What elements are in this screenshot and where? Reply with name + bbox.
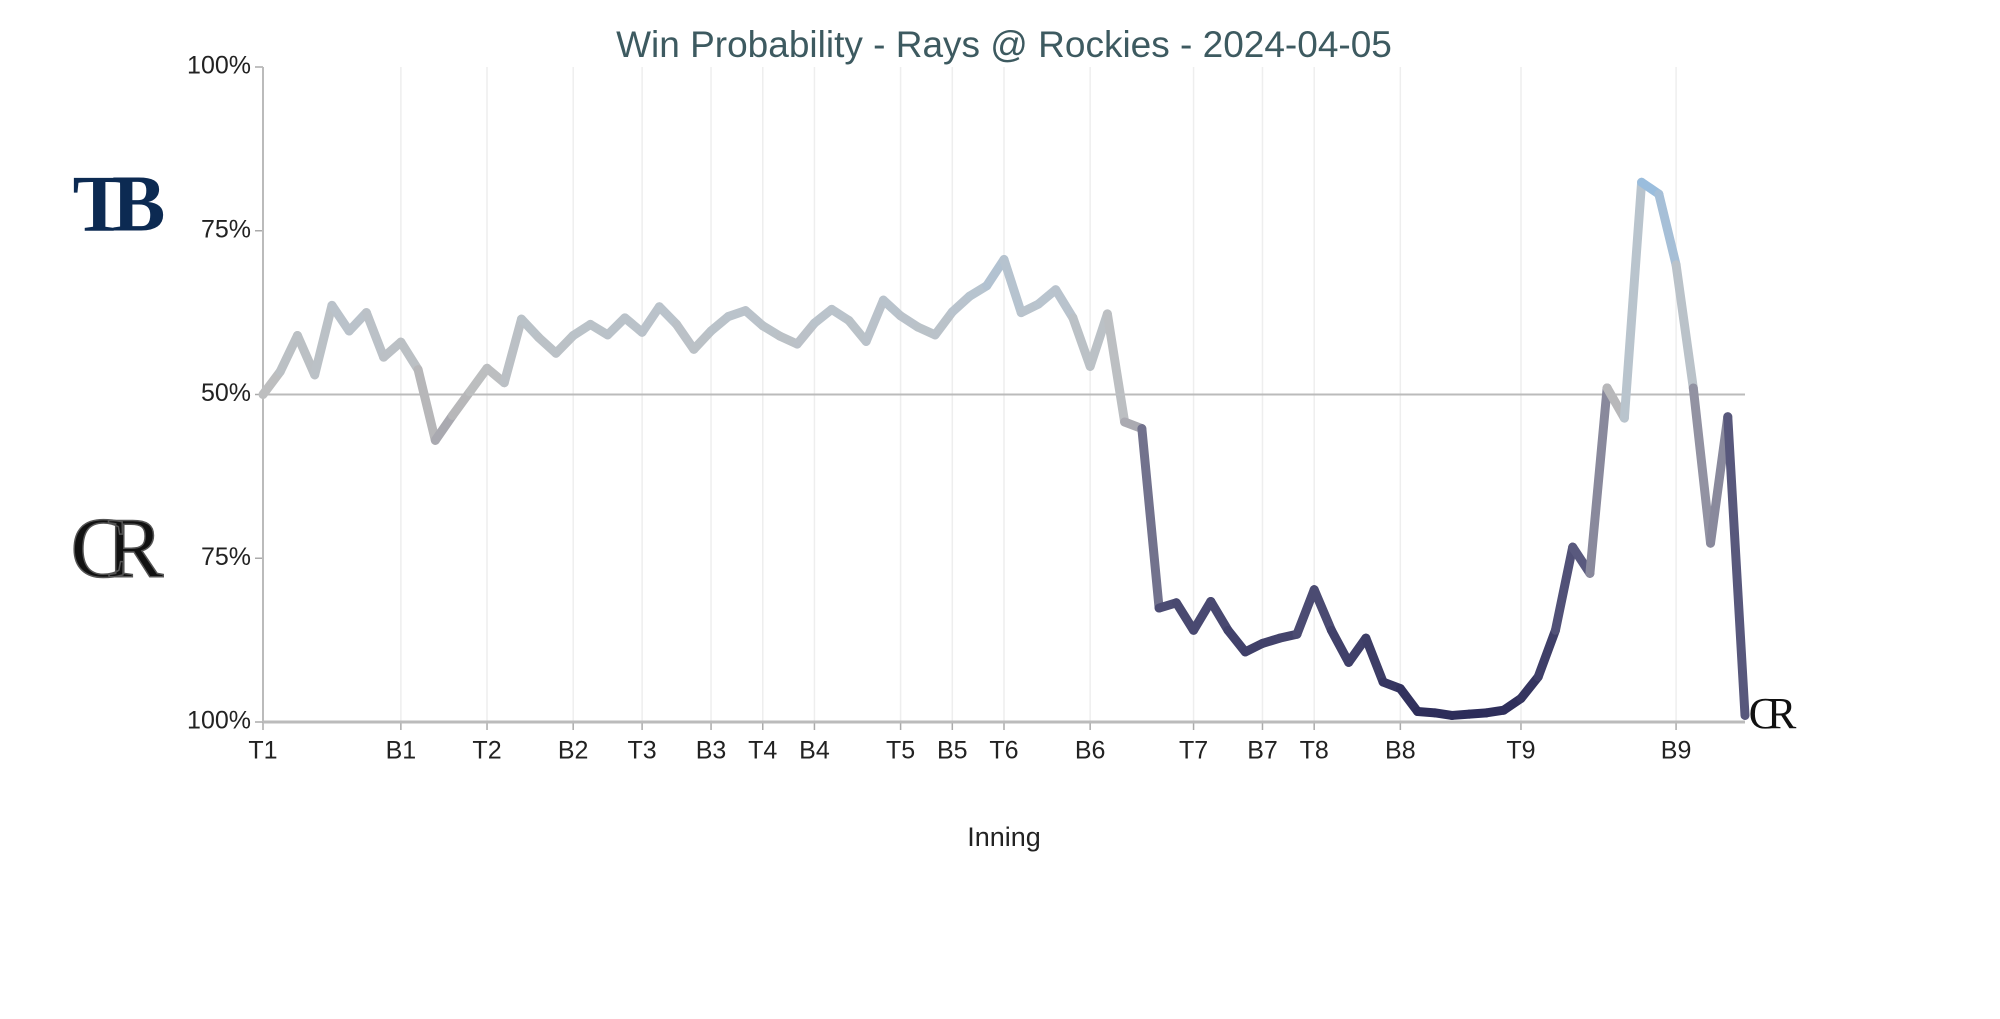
line-segment (1206, 596, 1233, 635)
x-tick-label: B7 (1247, 737, 1278, 765)
x-tick-label: T6 (989, 737, 1018, 765)
line-segment (1051, 285, 1078, 323)
line-segment (1550, 542, 1578, 635)
y-tick-label: 100% (187, 707, 251, 735)
line-segment (999, 255, 1026, 318)
x-tick-label: B9 (1661, 737, 1692, 765)
line-segment (672, 319, 699, 354)
line-segment (637, 302, 664, 337)
line-segment (861, 295, 888, 346)
x-tick-label: T9 (1506, 737, 1535, 765)
line-segment (1292, 585, 1319, 639)
x-tick-label: T2 (472, 737, 501, 765)
line-segment (1654, 189, 1681, 270)
x-tick-label: T1 (248, 737, 277, 765)
x-tick-label: B1 (386, 737, 417, 765)
logo: TB (73, 160, 164, 248)
line-segment (430, 410, 458, 445)
x-axis-label: Inning (967, 822, 1041, 852)
line-segment (1671, 260, 1698, 393)
x-tick-label: B2 (558, 737, 589, 765)
line-segment (1516, 672, 1543, 703)
y-tick-label: 100% (187, 52, 251, 80)
end-logo: CR (1749, 689, 1797, 738)
line-segment (361, 308, 389, 362)
line-segment (413, 365, 440, 445)
line-segment (1171, 598, 1199, 635)
line-segment (1068, 313, 1095, 371)
line-segment (275, 331, 302, 377)
line-segment (310, 300, 337, 380)
y-tick-label: 75% (201, 215, 251, 243)
line-segment (1223, 625, 1250, 657)
line-segment (1688, 383, 1716, 548)
line-segment (930, 307, 957, 340)
line-segment (499, 314, 526, 388)
x-tick-label: T5 (886, 737, 915, 765)
line-segment (465, 363, 492, 397)
line-segment (1723, 412, 1750, 720)
line-segment (1361, 633, 1388, 687)
line-segment (792, 318, 819, 349)
line-segment (258, 367, 285, 399)
line-segment (1189, 596, 1216, 635)
x-tick-label: B3 (696, 737, 727, 765)
x-tick-label: T4 (748, 737, 777, 765)
logo: CR (71, 500, 164, 596)
line-segment (396, 337, 423, 375)
x-tick-label: T7 (1179, 737, 1208, 765)
x-tick-label: B5 (937, 737, 968, 765)
x-tick-label: T3 (628, 737, 657, 765)
line-segment (1585, 383, 1612, 578)
line-segment (1137, 424, 1164, 613)
y-tick-label: 75% (201, 543, 251, 571)
x-tick-label: B6 (1075, 737, 1106, 765)
y-tick-label: 50% (201, 379, 251, 407)
line-segment (1326, 625, 1354, 667)
x-tick-label: B4 (799, 737, 830, 765)
line-segment (1309, 585, 1336, 635)
x-tick-label: B8 (1385, 737, 1416, 765)
line-segment (1102, 309, 1130, 427)
line-segment (1619, 177, 1647, 423)
line-segment (448, 387, 475, 420)
chart-title: Win Probability - Rays @ Rockies - 2024-… (616, 24, 1392, 65)
line-segment (327, 300, 354, 336)
x-tick-label: T8 (1300, 737, 1329, 765)
line-segment (1533, 625, 1560, 682)
line-segment (1395, 684, 1423, 717)
